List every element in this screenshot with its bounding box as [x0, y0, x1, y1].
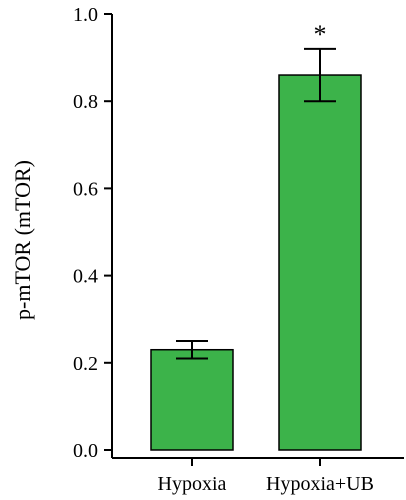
bars — [150, 74, 362, 451]
y-tick-label: 0.8 — [73, 91, 98, 113]
y-tick-label: 0.2 — [73, 353, 98, 375]
y-tick-label: 0.6 — [73, 178, 98, 200]
bar — [150, 348, 234, 451]
y-tick-label: 0.4 — [73, 266, 98, 288]
y-tick-label: 0.0 — [73, 440, 98, 462]
error-bars — [176, 47, 336, 360]
significance-marker: * — [314, 20, 327, 49]
bar — [278, 74, 362, 451]
labels: Hypoxia Hypoxia+UB * — [158, 20, 374, 495]
x-category-label: Hypoxia+UB — [266, 473, 374, 495]
y-tick-label: 1.0 — [73, 4, 98, 26]
axes: 0.0 0.2 0.4 0.6 0.8 1.0 — [73, 4, 404, 466]
x-category-label: Hypoxia — [158, 473, 227, 495]
y-axis-title: p-mTOR (mTOR) — [10, 160, 35, 320]
